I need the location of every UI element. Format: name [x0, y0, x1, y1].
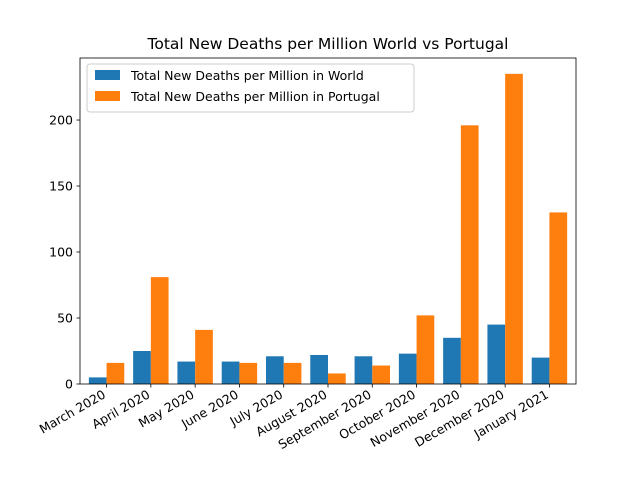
- y-tick-label-5: 200: [49, 113, 73, 128]
- bar-series-1-8: [398, 353, 417, 384]
- bar-series-1-3: [177, 361, 196, 384]
- bar-series-2-4: [239, 362, 258, 384]
- chart-title: Total New Deaths per Million World vs Po…: [147, 35, 509, 53]
- legend-swatch-1: [95, 70, 120, 80]
- bar-series-2-7: [372, 365, 390, 384]
- x-tick-label-11: January 2021: [471, 387, 551, 442]
- bar-series-1-1: [88, 377, 107, 384]
- bar-series-1-7: [354, 356, 373, 384]
- legend: Total New Deaths per Million in World Tot…: [86, 63, 415, 113]
- bar-series-1-11: [531, 357, 550, 384]
- y-tick-label-3: 100: [49, 245, 73, 260]
- bar-series-2-3: [195, 329, 213, 384]
- bar-series-2-6: [328, 373, 346, 384]
- bar-series-2-9: [460, 125, 479, 384]
- bar-series-1-9: [443, 337, 461, 384]
- legend-swatch-2: [95, 91, 120, 101]
- bar-series-1-5: [266, 356, 284, 384]
- y-tick-label-1: 0: [65, 377, 73, 392]
- bar-series-1-4: [221, 361, 240, 384]
- y-tick-label-4: 150: [49, 179, 73, 194]
- legend-label-1: Total New Deaths per Million in World: [130, 68, 364, 83]
- bar-series-2-11: [549, 212, 568, 384]
- bar-series-1-6: [310, 354, 328, 384]
- bar-series-1-10: [487, 324, 506, 384]
- legend-box: [86, 63, 415, 113]
- bar-series-2-5: [283, 362, 302, 384]
- bars-layer: [88, 73, 568, 384]
- bar-series-2-1: [106, 362, 125, 384]
- bar-series-1-2: [133, 351, 151, 384]
- bar-series-2-8: [416, 315, 435, 384]
- legend-label-2: Total New Deaths per Million in Portugal: [130, 89, 380, 104]
- bar-series-2-2: [150, 277, 169, 384]
- y-tick-label-2: 50: [57, 311, 73, 326]
- bar-series-2-10: [505, 73, 523, 384]
